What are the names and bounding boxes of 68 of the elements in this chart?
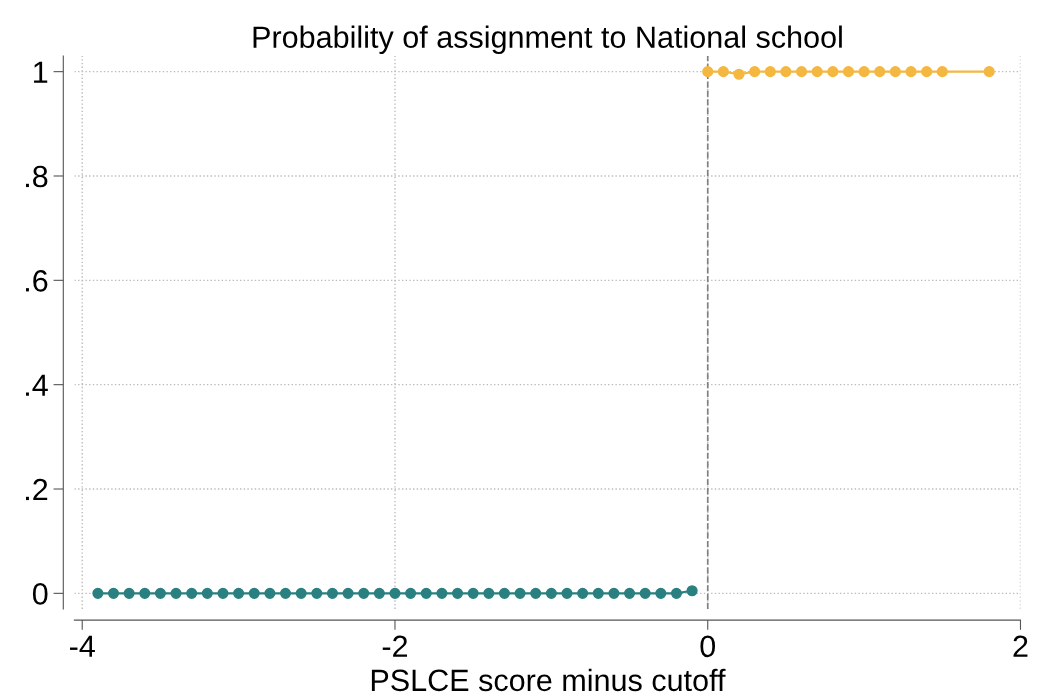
y-tick-label: .6 xyxy=(26,270,48,292)
point xyxy=(170,587,182,599)
point xyxy=(201,587,213,599)
point xyxy=(577,587,589,599)
y-tick-label: .2 xyxy=(26,478,48,501)
point xyxy=(780,66,792,78)
point xyxy=(326,587,338,599)
point xyxy=(358,587,370,599)
point xyxy=(655,587,667,599)
point xyxy=(311,587,323,599)
x-tick-label: -2 xyxy=(382,635,408,657)
point xyxy=(702,66,714,78)
y-tick-label: .8 xyxy=(26,165,48,188)
point xyxy=(373,587,385,599)
point xyxy=(139,587,151,599)
point xyxy=(921,66,933,78)
point xyxy=(764,66,776,78)
point xyxy=(279,587,292,599)
point xyxy=(811,66,823,78)
point xyxy=(342,587,354,599)
point xyxy=(733,68,745,80)
point xyxy=(874,66,886,78)
point xyxy=(154,587,166,599)
point xyxy=(107,587,120,599)
point xyxy=(451,587,464,599)
point xyxy=(248,587,260,599)
point xyxy=(405,587,417,599)
point xyxy=(264,587,276,599)
point xyxy=(217,587,229,599)
point xyxy=(514,587,526,599)
x-tick-label: 0 xyxy=(700,635,716,658)
y-tick-label: 1 xyxy=(34,61,48,83)
point xyxy=(717,66,729,78)
x-axis-title: PSLCE score minus cutoff xyxy=(371,668,726,692)
point xyxy=(905,66,917,78)
point xyxy=(467,587,479,599)
point xyxy=(561,587,573,599)
point xyxy=(842,66,855,78)
point xyxy=(592,587,604,599)
chart-title: Probability of assignment to National school xyxy=(253,25,842,55)
point xyxy=(483,587,495,599)
point xyxy=(749,66,761,78)
point xyxy=(186,587,198,599)
x-tick-label: -4 xyxy=(70,635,95,657)
point xyxy=(436,587,448,599)
point xyxy=(545,587,557,599)
point xyxy=(498,587,510,599)
point xyxy=(639,587,651,599)
point xyxy=(936,66,948,78)
point xyxy=(295,587,307,599)
point xyxy=(530,587,542,599)
point xyxy=(983,66,995,78)
x-tick-label: 2 xyxy=(1013,635,1028,657)
point xyxy=(608,587,620,599)
point xyxy=(420,587,432,599)
point xyxy=(623,587,636,599)
point xyxy=(123,587,135,599)
point xyxy=(233,587,245,599)
y-tick-label: 0 xyxy=(32,583,48,605)
point xyxy=(389,587,401,599)
point xyxy=(795,66,808,78)
point xyxy=(858,66,870,78)
point xyxy=(827,66,839,78)
point xyxy=(889,66,901,78)
point xyxy=(670,587,683,599)
point xyxy=(92,587,104,599)
y-tick-label: .4 xyxy=(26,374,48,396)
point xyxy=(686,585,698,597)
